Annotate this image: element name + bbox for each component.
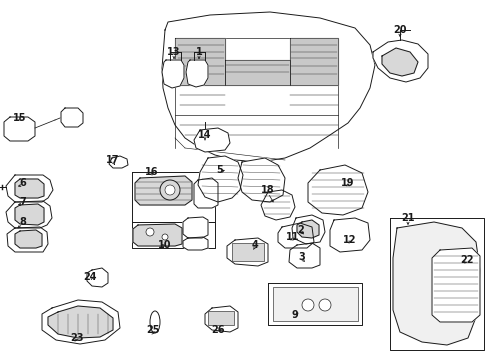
Polygon shape: [288, 243, 319, 268]
Text: 3: 3: [298, 252, 305, 262]
Text: 26: 26: [211, 325, 224, 335]
Ellipse shape: [150, 311, 160, 333]
Polygon shape: [132, 172, 215, 222]
Text: 14: 14: [198, 130, 211, 140]
Text: 17: 17: [106, 155, 120, 165]
Text: 5: 5: [216, 165, 223, 175]
Polygon shape: [194, 128, 229, 152]
Polygon shape: [289, 38, 337, 85]
Polygon shape: [238, 158, 285, 202]
Bar: [207, 311, 234, 325]
Polygon shape: [194, 178, 218, 208]
Circle shape: [318, 299, 330, 311]
Polygon shape: [162, 12, 374, 162]
Polygon shape: [162, 60, 183, 88]
Polygon shape: [4, 117, 35, 141]
Polygon shape: [15, 179, 44, 198]
Polygon shape: [48, 306, 113, 338]
Polygon shape: [61, 108, 83, 127]
Polygon shape: [381, 48, 417, 76]
Polygon shape: [6, 175, 53, 202]
Text: 10: 10: [158, 240, 171, 250]
Polygon shape: [109, 156, 128, 168]
Circle shape: [160, 180, 180, 200]
Polygon shape: [291, 215, 325, 244]
Text: 4: 4: [251, 240, 258, 250]
Polygon shape: [431, 248, 479, 322]
Text: 15: 15: [13, 113, 27, 123]
Polygon shape: [372, 40, 427, 82]
Text: 2: 2: [297, 225, 304, 235]
Polygon shape: [267, 283, 361, 325]
Polygon shape: [6, 201, 52, 228]
Polygon shape: [389, 218, 483, 350]
Circle shape: [302, 299, 313, 311]
Polygon shape: [296, 220, 318, 238]
Circle shape: [164, 185, 175, 195]
Text: 6: 6: [20, 178, 26, 188]
Polygon shape: [135, 176, 192, 205]
Polygon shape: [278, 223, 313, 248]
Polygon shape: [42, 300, 120, 344]
Polygon shape: [175, 38, 224, 85]
Circle shape: [146, 228, 154, 236]
Text: 16: 16: [145, 167, 159, 177]
Polygon shape: [261, 190, 294, 220]
Polygon shape: [392, 222, 479, 345]
Polygon shape: [183, 217, 207, 238]
Polygon shape: [198, 156, 243, 202]
Bar: [231, 243, 264, 261]
Text: 21: 21: [401, 213, 414, 223]
Text: 1: 1: [195, 47, 202, 57]
Polygon shape: [307, 165, 367, 215]
Text: 25: 25: [146, 325, 160, 335]
Polygon shape: [183, 237, 207, 250]
Polygon shape: [15, 230, 42, 248]
Text: 19: 19: [341, 178, 354, 188]
Polygon shape: [87, 268, 108, 287]
Polygon shape: [204, 306, 238, 332]
Circle shape: [162, 234, 168, 240]
Bar: [272, 287, 357, 321]
Text: 12: 12: [343, 235, 356, 245]
Polygon shape: [15, 204, 44, 225]
Polygon shape: [185, 60, 207, 87]
Text: 24: 24: [83, 272, 97, 282]
Polygon shape: [132, 222, 215, 248]
Text: 7: 7: [20, 197, 26, 207]
Text: 11: 11: [285, 232, 299, 242]
Polygon shape: [329, 218, 369, 252]
Polygon shape: [133, 224, 182, 246]
Polygon shape: [226, 238, 267, 266]
Text: 13: 13: [167, 47, 181, 57]
Polygon shape: [7, 227, 48, 252]
Text: 9: 9: [291, 310, 298, 320]
Text: 23: 23: [70, 333, 83, 343]
Text: 22: 22: [459, 255, 473, 265]
Polygon shape: [224, 60, 289, 85]
Text: 20: 20: [392, 25, 406, 35]
Text: 18: 18: [261, 185, 274, 195]
Text: 8: 8: [20, 217, 26, 227]
